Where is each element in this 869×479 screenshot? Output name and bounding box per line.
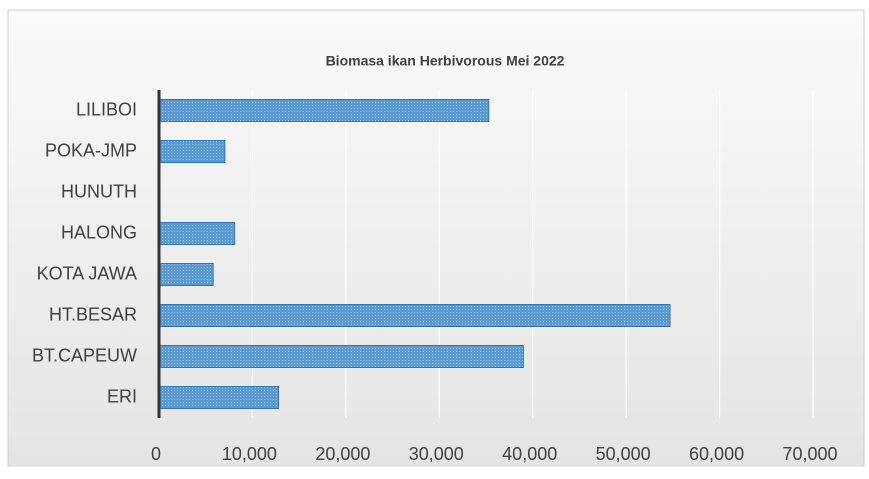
bar xyxy=(158,345,524,368)
x-tick-label: 20,000 xyxy=(315,444,370,464)
x-tick-label: 0 xyxy=(151,444,161,464)
bar xyxy=(158,99,490,122)
y-tick-label: HUNUTH xyxy=(61,181,137,201)
x-tick-label: 70,000 xyxy=(782,444,837,464)
x-tick-label: 60,000 xyxy=(689,444,744,464)
bar xyxy=(158,304,671,327)
y-tick-label: LILIBOI xyxy=(76,99,137,119)
y-tick-label: POKA-JMP xyxy=(45,140,137,160)
x-tick-label: 40,000 xyxy=(502,444,557,464)
x-tick-label: 50,000 xyxy=(596,444,651,464)
bar xyxy=(158,222,236,245)
y-tick-label: HALONG xyxy=(61,222,137,242)
y-tick-label: ERI xyxy=(107,386,137,406)
chart-frame xyxy=(7,9,865,467)
x-tick-label: 30,000 xyxy=(409,444,464,464)
y-tick-label: HT.BESAR xyxy=(49,304,137,324)
bar xyxy=(158,140,226,163)
chart-title: Biomasa ikan Herbivorous Mei 2022 xyxy=(326,53,565,69)
bar xyxy=(158,263,214,286)
y-tick-label: BT.CAPEUW xyxy=(32,345,137,365)
x-tick-label: 10,000 xyxy=(222,444,277,464)
bar xyxy=(158,386,280,409)
y-tick-label: KOTA JAWA xyxy=(37,263,137,283)
